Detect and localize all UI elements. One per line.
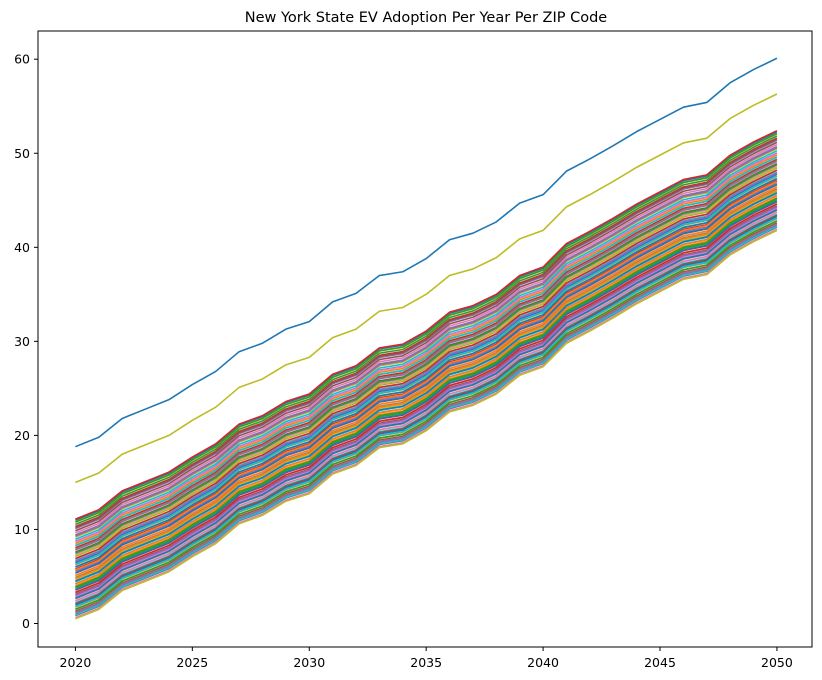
series-line [75,169,778,560]
series-line [75,223,778,613]
series-line [75,180,778,571]
series-line [75,229,778,620]
series-line [75,137,778,528]
series-line [75,156,778,547]
series-line [75,203,778,594]
series-line [75,228,778,619]
series-line [75,152,778,543]
series-line [75,220,778,611]
series-line [75,190,778,581]
series-line [75,208,778,599]
series-line [75,173,778,564]
series-line [75,163,778,554]
series-line [75,198,778,589]
x-tick-label: 2045 [644,655,676,670]
y-tick-label: 20 [14,428,30,443]
series-line [75,194,778,585]
series-line [75,57,778,448]
series-line [75,172,778,563]
series-line [75,215,778,606]
series-line [75,135,778,526]
series-line [75,197,778,588]
series-line [75,141,778,532]
series-line [75,225,778,616]
x-tick-label: 2050 [761,655,793,670]
y-tick-label: 10 [14,522,30,537]
series-line [75,150,778,540]
series-line [75,200,778,591]
series-line [75,166,778,557]
x-tick-label: 2035 [410,655,442,670]
series-line [75,175,778,565]
x-axis: 2020 2025 2030 2035 2040 2045 2050 [60,647,793,670]
series-line [75,181,778,572]
series-line [75,146,778,537]
series-line [75,131,778,521]
series-line [75,183,778,574]
x-tick-label: 2030 [293,655,325,670]
y-tick-label: 50 [14,146,30,161]
series-line [75,143,778,534]
series-line [75,154,778,545]
series-line [75,164,778,555]
y-tick-label: 40 [14,240,30,255]
series-line [75,132,778,523]
series-line [75,160,778,550]
chart-title: New York State EV Adoption Per Year Per … [245,10,608,26]
series-line [75,147,778,538]
series-line [75,158,778,549]
series-line [75,139,778,530]
series-line [75,177,778,568]
plot-frame [37,30,813,648]
y-tick-label: 30 [14,334,30,349]
y-axis: 0 10 20 30 40 50 60 [14,52,38,631]
series-line [75,93,778,484]
plot-lines [75,57,778,620]
series-line [75,206,778,597]
x-tick-label: 2025 [176,655,208,670]
series-line [75,186,778,577]
series-line [75,211,778,602]
series-line [75,189,778,580]
x-tick-label: 2020 [60,655,92,670]
x-tick-label: 2040 [527,655,559,670]
series-line [75,192,778,582]
series-line [75,207,778,598]
series-line [75,224,778,615]
series-line [75,138,778,529]
series-line [75,214,778,605]
series-line [75,129,778,520]
series-line [75,217,778,608]
y-tick-label: 60 [14,52,30,67]
y-tick-label: 0 [22,616,30,631]
